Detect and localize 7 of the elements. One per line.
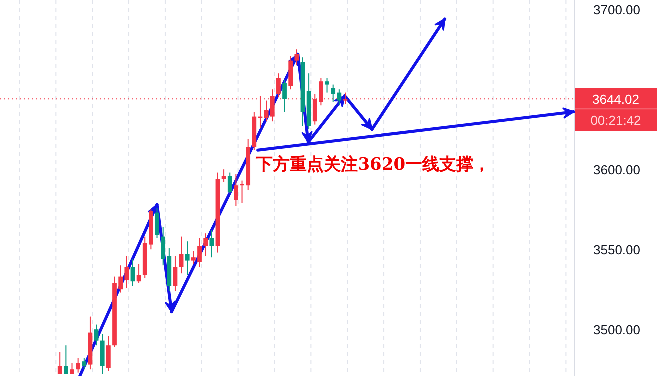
text: 00:21:42 (590, 113, 642, 128)
y-tick-label: 3550.00 (594, 242, 640, 258)
ref-line-label: 3644.02 (592, 92, 640, 108)
y-tick-label: 3600.00 (594, 162, 640, 178)
y-tick-label: 3500.00 (594, 322, 640, 338)
annotation: 下方重点关注3620一线支撑， (255, 155, 491, 175)
y-tick-label: 3700.00 (594, 2, 640, 18)
